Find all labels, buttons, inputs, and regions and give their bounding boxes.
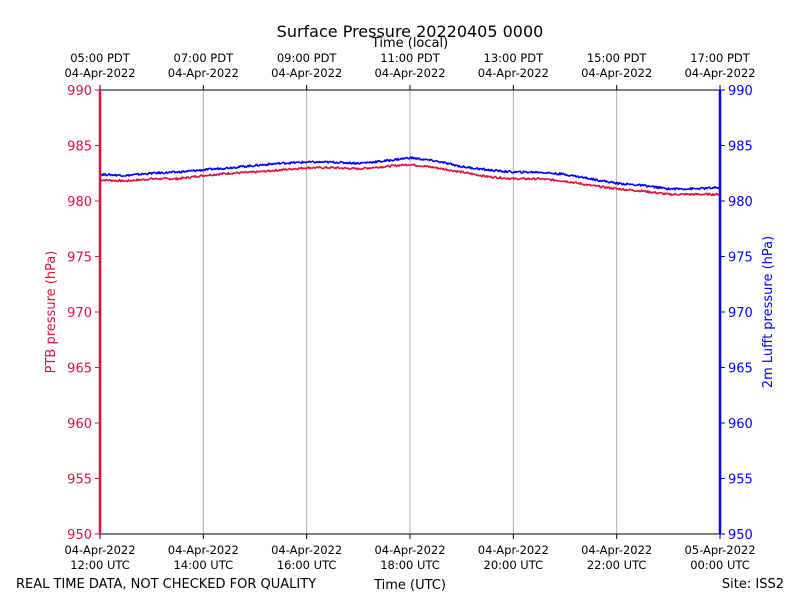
right-tick-label: 980	[728, 195, 753, 210]
top-tick-date: 04-Apr-2022	[374, 66, 445, 80]
bottom-tick-date: 04-Apr-2022	[168, 543, 239, 557]
top-tick-time: 11:00 PDT	[380, 51, 441, 65]
right-tick-label: 970	[728, 306, 753, 321]
bottom-tick-time: 16:00 UTC	[277, 558, 337, 572]
top-tick-date: 04-Apr-2022	[478, 66, 549, 80]
chart-title: Surface Pressure 20220405 0000	[277, 22, 544, 41]
top-tick-time: 09:00 PDT	[277, 51, 338, 65]
bottom-tick-date: 04-Apr-2022	[271, 543, 342, 557]
series-layer	[99, 156, 721, 197]
site-label: Site: ISS2	[722, 577, 784, 592]
right-tick-label: 985	[728, 140, 753, 155]
left-tick-label: 955	[67, 473, 92, 488]
right-tick-label: 975	[728, 251, 753, 266]
top-axis-label: Time (local)	[371, 36, 448, 51]
bottom-tick-date: 04-Apr-2022	[374, 543, 445, 557]
bottom-tick-time: 18:00 UTC	[380, 558, 440, 572]
left-tick-label: 965	[67, 362, 92, 377]
left-y-ticks: 950 955 960 965 970 975 980 985 990	[67, 84, 100, 543]
left-tick-label: 960	[67, 417, 92, 432]
bottom-tick-time: 14:00 UTC	[174, 558, 234, 572]
bottom-tick-date: 04-Apr-2022	[478, 543, 549, 557]
bottom-tick-time: 20:00 UTC	[484, 558, 544, 572]
bottom-tick-time: 00:00 UTC	[690, 558, 750, 572]
left-tick-label: 990	[67, 84, 92, 99]
quality-note: REAL TIME DATA, NOT CHECKED FOR QUALITY	[16, 577, 316, 592]
bottom-tick-time: 12:00 UTC	[70, 558, 130, 572]
right-y-ticks: 950 955 960 965 970 975 980 985 990	[720, 84, 753, 543]
right-tick-label: 965	[728, 362, 753, 377]
top-tick-date: 04-Apr-2022	[581, 66, 652, 80]
top-tick-date: 04-Apr-2022	[168, 66, 239, 80]
top-tick-date: 04-Apr-2022	[271, 66, 342, 80]
bottom-tick-date: 04-Apr-2022	[64, 543, 135, 557]
bottom-tick-date: 05-Apr-2022	[684, 543, 755, 557]
left-tick-label: 980	[67, 195, 92, 210]
left-tick-label: 950	[67, 528, 92, 543]
left-tick-label: 975	[67, 251, 92, 266]
top-tick-time: 17:00 PDT	[690, 51, 751, 65]
right-tick-label: 950	[728, 528, 753, 543]
bottom-axis-label: Time (UTC)	[373, 578, 446, 593]
series-line-right	[99, 156, 721, 191]
top-tick-time: 05:00 PDT	[70, 51, 131, 65]
top-tick-time: 13:00 PDT	[484, 51, 545, 65]
grid-lines	[202, 90, 618, 534]
top-tick-date: 04-Apr-2022	[64, 66, 135, 80]
left-y-axis-label: PTB pressure (hPa)	[44, 251, 59, 374]
top-tick-time: 07:00 PDT	[174, 51, 235, 65]
left-tick-label: 970	[67, 306, 92, 321]
right-tick-label: 990	[728, 84, 753, 99]
left-tick-label: 985	[67, 140, 92, 155]
top-tick-date: 04-Apr-2022	[684, 66, 755, 80]
series-line-left	[99, 163, 721, 197]
bottom-tick-time: 22:00 UTC	[587, 558, 647, 572]
top-tick-time: 15:00 PDT	[587, 51, 648, 65]
right-tick-label: 960	[728, 417, 753, 432]
right-tick-label: 955	[728, 473, 753, 488]
right-y-axis-label: 2m Lufft pressure (hPa)	[761, 236, 776, 388]
bottom-tick-date: 04-Apr-2022	[581, 543, 652, 557]
